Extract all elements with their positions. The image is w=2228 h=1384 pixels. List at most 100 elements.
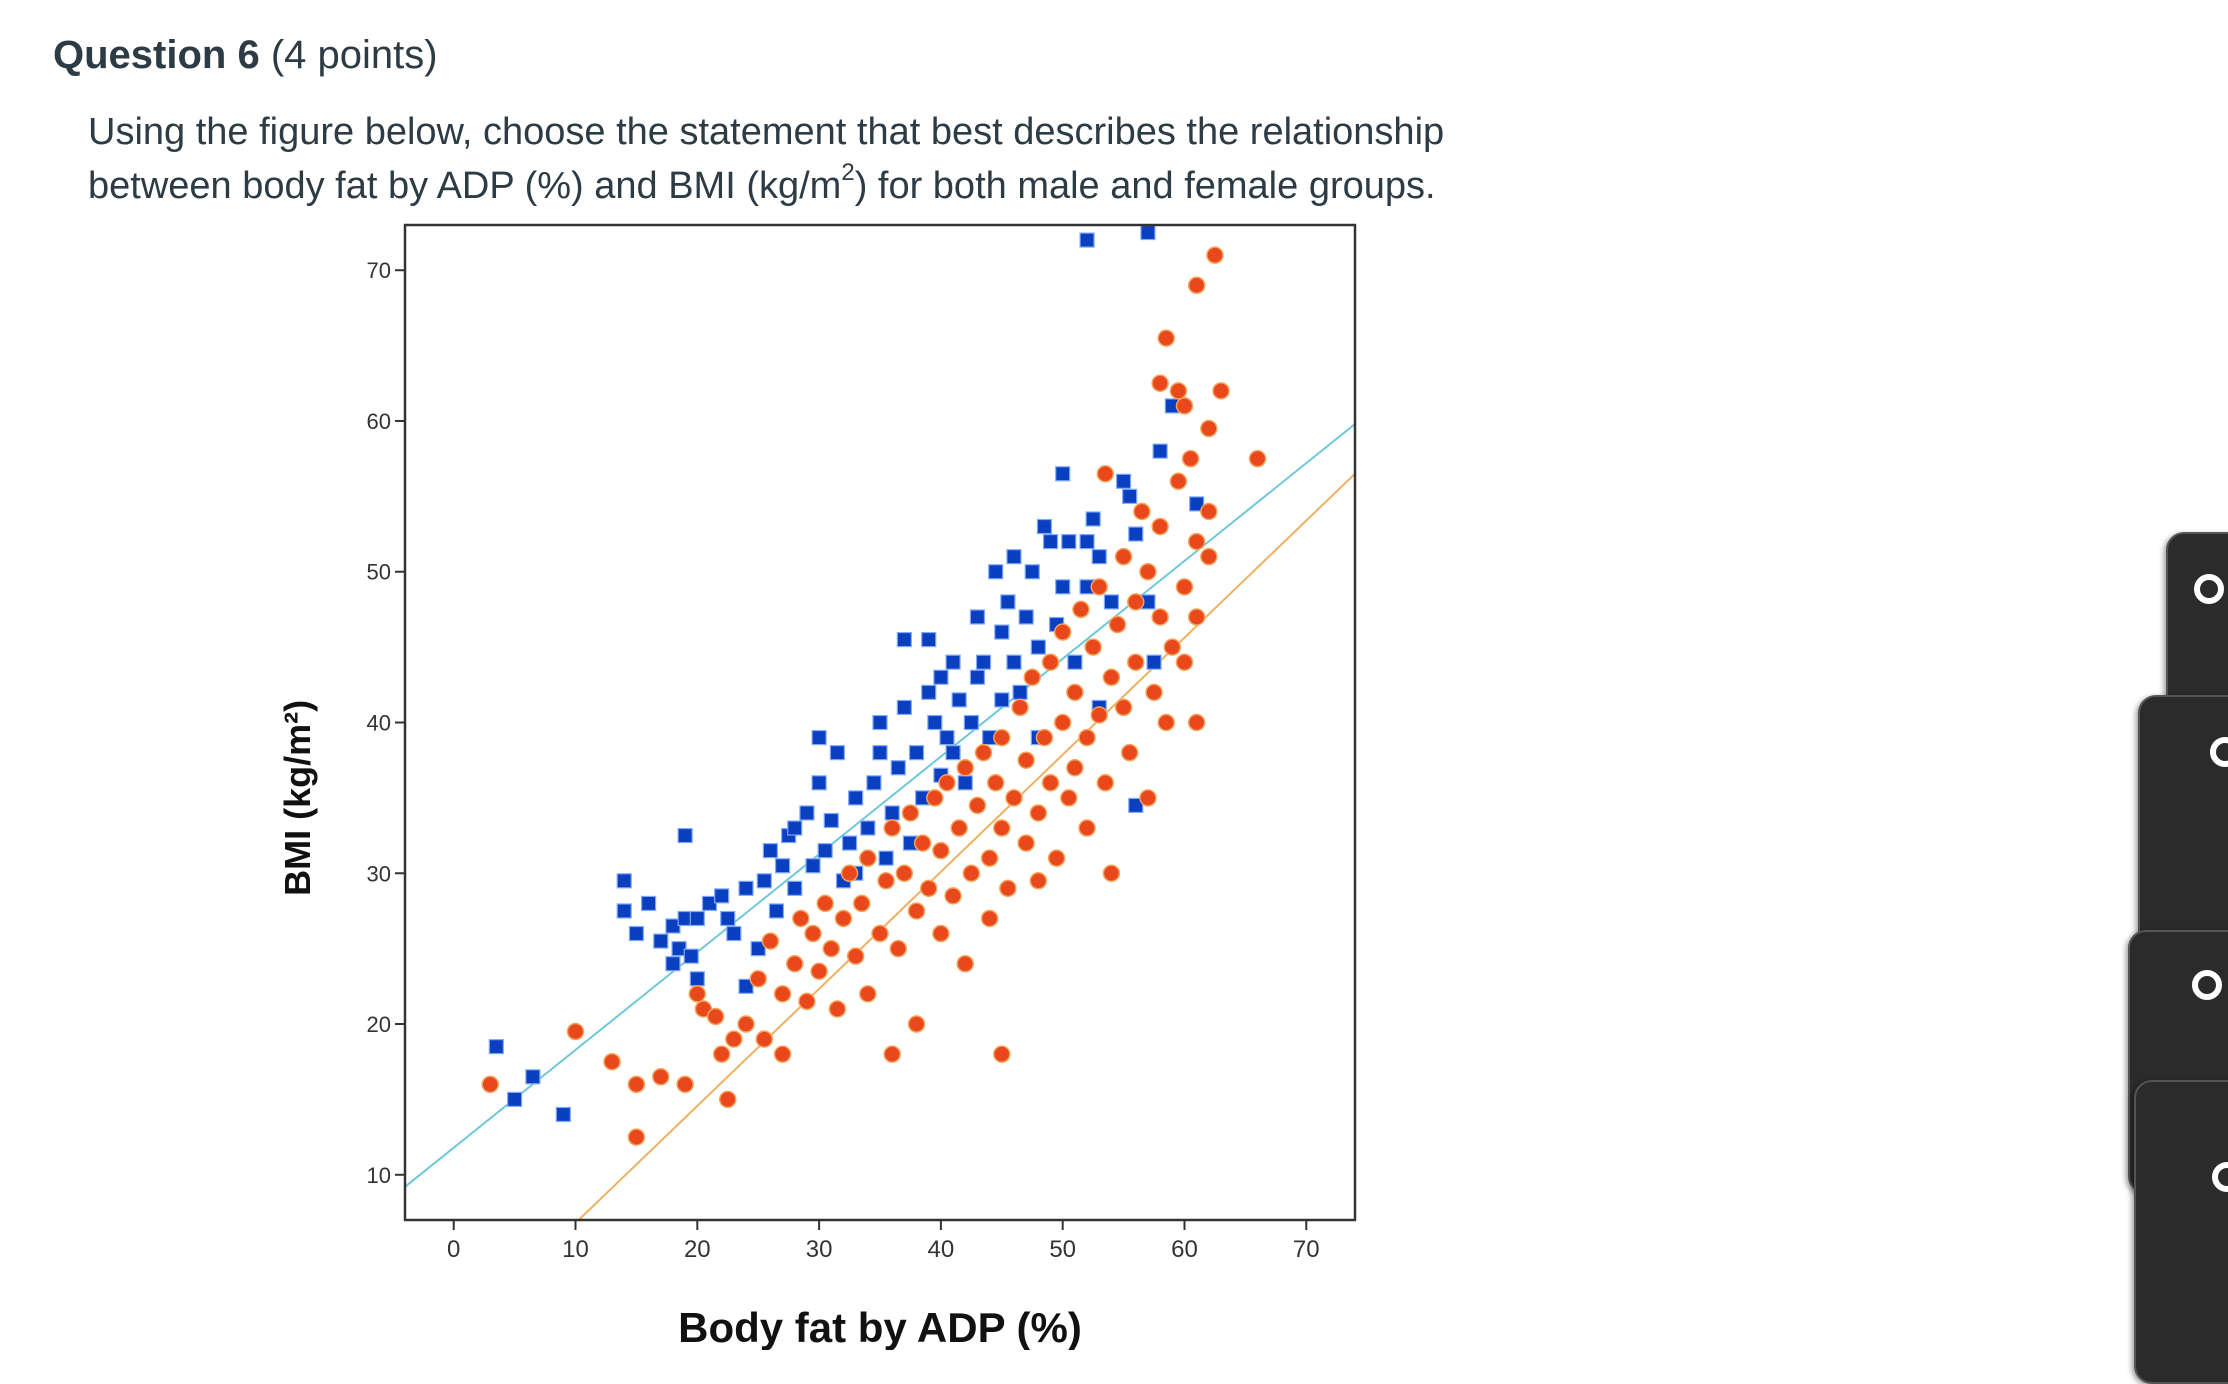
data-point-female — [1102, 864, 1121, 883]
data-point-female — [1212, 382, 1230, 400]
data-point-male — [975, 654, 992, 670]
data-point-male — [1036, 518, 1053, 535]
data-point-female — [962, 864, 981, 883]
data-point-female — [901, 804, 920, 822]
data-point-female — [792, 909, 810, 928]
data-point-female — [1041, 774, 1060, 792]
side-tab-4[interactable] — [2134, 1080, 2228, 1384]
data-point-male — [957, 775, 973, 791]
data-point-female — [1102, 668, 1121, 687]
data-point-male — [994, 692, 1010, 708]
data-point-female — [1133, 502, 1151, 521]
data-point-female — [956, 954, 975, 973]
data-point-female — [852, 894, 871, 913]
data-point-female — [1139, 789, 1157, 807]
data-point-female — [980, 909, 999, 928]
data-point-male — [787, 880, 803, 896]
data-point-male — [488, 1039, 504, 1055]
question-text-line-2-start: between body fat by ADP (%) and BMI (kg/… — [88, 165, 842, 207]
data-point-female — [1072, 600, 1090, 619]
data-point-female — [889, 939, 908, 958]
data-point-female — [1096, 465, 1115, 483]
data-point-female — [725, 1030, 743, 1048]
data-point-male — [908, 745, 925, 761]
data-point-female — [1005, 789, 1023, 807]
data-point-male — [689, 910, 705, 927]
data-point-female — [1139, 562, 1157, 581]
question-header: Question 6 (4 points) — [53, 30, 438, 80]
data-point-female — [993, 819, 1011, 837]
data-point-male — [945, 654, 961, 670]
data-point-male — [811, 775, 827, 791]
data-point-female — [1078, 819, 1096, 837]
data-point-female — [566, 1022, 585, 1041]
side-tab-1[interactable] — [2166, 532, 2228, 716]
data-point-female — [603, 1052, 621, 1071]
data-point-male — [1006, 654, 1022, 670]
x-tick-label: 10 — [562, 1236, 589, 1263]
x-tick-label: 0 — [447, 1236, 460, 1263]
data-point-female — [919, 879, 938, 898]
data-point-female — [1187, 532, 1206, 551]
data-point-male — [1042, 533, 1059, 550]
data-point-female — [1060, 789, 1078, 807]
data-point-male — [768, 903, 785, 919]
data-point-female — [1017, 834, 1035, 852]
data-point-male — [884, 805, 900, 821]
data-point-female — [834, 909, 853, 928]
data-point-male — [1115, 473, 1132, 489]
data-point-female — [993, 1045, 1011, 1063]
data-point-male — [896, 699, 912, 716]
y-tick-label: 40 — [367, 711, 391, 736]
data-point-female — [627, 1075, 646, 1094]
knob-icon — [2210, 737, 2228, 767]
data-point-female — [932, 924, 950, 943]
data-point-male — [823, 812, 839, 829]
data-point-female — [907, 902, 926, 920]
data-point-female — [1200, 502, 1218, 521]
data-point-female — [840, 864, 859, 883]
data-point-female — [1090, 578, 1108, 596]
data-point-male — [939, 729, 955, 746]
side-tab-2[interactable] — [2138, 695, 2228, 959]
data-point-male — [1085, 511, 1101, 527]
data-point-female — [1066, 683, 1084, 702]
data-point-male — [738, 978, 754, 994]
data-point-female — [913, 834, 932, 852]
data-point-male — [726, 925, 742, 942]
data-point-female — [1187, 713, 1206, 732]
data-point-female — [1114, 547, 1133, 566]
data-point-female — [993, 728, 1011, 747]
data-point-male — [994, 624, 1010, 640]
data-point-female — [859, 849, 877, 867]
data-point-male — [1091, 549, 1107, 565]
data-point-female — [1169, 472, 1188, 491]
data-point-female — [1090, 706, 1108, 724]
data-point-male — [738, 880, 754, 896]
data-point-male — [787, 820, 803, 836]
data-point-male — [1006, 549, 1022, 565]
axis-layer: 0 10 20 30 40 50 60 70 10 20 30 40 50 60 70 — [367, 258, 1320, 1263]
data-point-female — [719, 1090, 737, 1109]
question-text-line-1: Using the figure below, choose the state… — [88, 111, 1445, 153]
data-point-female — [810, 962, 828, 980]
data-point-female — [481, 1075, 500, 1094]
data-point-male — [1024, 564, 1040, 580]
data-point-female — [1017, 751, 1035, 769]
data-point-female — [1047, 849, 1066, 867]
data-point-male — [1128, 526, 1144, 542]
regression-line-female — [577, 473, 1355, 1220]
data-point-female — [1169, 382, 1188, 400]
data-point-male — [921, 631, 937, 648]
data-point-female — [968, 796, 987, 815]
data-point-female — [1151, 374, 1169, 393]
data-point-female — [1181, 449, 1200, 468]
data-point-female — [871, 924, 889, 943]
data-point-male — [1146, 654, 1162, 670]
data-point-male — [762, 843, 778, 859]
data-point-female — [1151, 608, 1169, 626]
data-point-male — [1122, 488, 1138, 504]
data-point-male — [1079, 533, 1095, 550]
data-point-female — [1066, 758, 1084, 777]
data-point-female — [627, 1128, 646, 1146]
